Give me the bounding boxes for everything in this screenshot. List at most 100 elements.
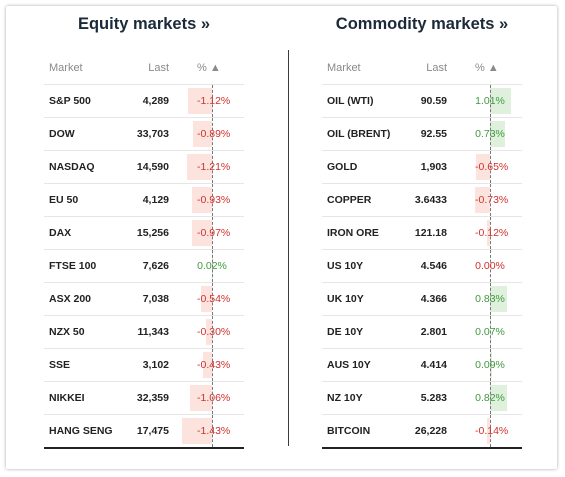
percent-change-cell: -0.14% [452, 415, 522, 447]
market-name: GOLD [327, 161, 358, 173]
equity-table-body: S&P 500 4,289 -1.12% DOW 33,703 -0.89% NASDAQ 1… [44, 85, 244, 449]
zero-line [490, 349, 491, 381]
table-row[interactable]: US 10Y 4.546 0.00% [322, 250, 522, 283]
zero-line [490, 283, 491, 315]
commodity-markets-title-link[interactable]: Commodity markets » [335, 15, 509, 33]
percent-change-cell: -0.89% [174, 118, 244, 150]
market-name: DAX [49, 227, 72, 239]
zero-line [212, 349, 213, 381]
percent-change-cell: -0.54% [174, 283, 244, 315]
market-name: ASX 200 [49, 293, 92, 305]
market-name: DE 10Y [327, 326, 364, 338]
percent-change-cell: -0.73% [452, 184, 522, 216]
column-header-market: Market [49, 62, 83, 74]
equity-table-header: Market Last % ▲ [44, 52, 244, 85]
last-price: 7,626 [142, 260, 169, 272]
last-price: 4,289 [142, 95, 169, 107]
last-price: 121.18 [414, 227, 447, 239]
zero-line [490, 85, 491, 117]
market-name: HANG SENG [49, 425, 113, 437]
market-name: EU 50 [49, 194, 79, 206]
percent-change-cell: 0.00% [452, 250, 522, 282]
percent-change-cell: -0.65% [452, 151, 522, 183]
zero-line [490, 415, 491, 447]
last-price: 5.283 [420, 392, 447, 404]
table-row[interactable]: UK 10Y 4.366 0.83% [322, 283, 522, 316]
table-row[interactable]: NIKKEI 32,359 -1.06% [44, 382, 244, 415]
table-row[interactable]: FTSE 100 7,626 0.02% [44, 250, 244, 283]
percent-change-cell: -0.12% [452, 217, 522, 249]
table-row[interactable]: NZX 50 11,343 -0.30% [44, 316, 244, 349]
change-bar [205, 319, 212, 345]
change-bar [200, 286, 212, 312]
market-name: AUS 10Y [327, 359, 371, 371]
table-row[interactable]: DOW 33,703 -0.89% [44, 118, 244, 151]
zero-line [490, 382, 491, 414]
percent-change-value: -0.73% [475, 194, 509, 206]
market-name: DOW [49, 128, 75, 140]
last-price: 26,228 [414, 425, 447, 437]
change-bar [487, 220, 490, 246]
zero-line [490, 184, 491, 216]
last-price: 14,590 [136, 161, 169, 173]
table-row[interactable]: DE 10Y 2.801 0.07% [322, 316, 522, 349]
market-name: BITCOIN [327, 425, 371, 437]
markets-card: Equity markets » Market Last % ▲ S&P 500… [6, 6, 557, 469]
table-row[interactable]: BITCOIN 26,228 -0.14% [322, 415, 522, 449]
market-name: UK 10Y [327, 293, 364, 305]
percent-change-cell: -1.06% [174, 382, 244, 414]
zero-line [212, 85, 213, 117]
percent-change-value: 0.73% [475, 128, 505, 140]
table-row[interactable]: DAX 15,256 -0.97% [44, 217, 244, 250]
column-header-percent-sort[interactable]: % ▲ [197, 62, 221, 74]
table-row[interactable]: SSE 3,102 -0.43% [44, 349, 244, 382]
table-row[interactable]: EU 50 4,129 -0.93% [44, 184, 244, 217]
market-name: COPPER [327, 194, 372, 206]
table-row[interactable]: OIL (BRENT) 92.55 0.73% [322, 118, 522, 151]
percent-change-cell: -0.97% [174, 217, 244, 249]
change-bar [191, 220, 212, 246]
change-bar [189, 385, 212, 411]
percent-change-cell: 0.73% [452, 118, 522, 150]
market-name: OIL (BRENT) [327, 128, 391, 140]
market-name: NIKKEI [49, 392, 85, 404]
column-header-percent-sort[interactable]: % ▲ [475, 62, 499, 74]
table-row[interactable]: HANG SENG 17,475 -1.43% [44, 415, 244, 449]
market-name: FTSE 100 [49, 260, 97, 272]
zero-line [490, 151, 491, 183]
zero-line [212, 415, 213, 447]
last-price: 11,343 [137, 326, 169, 338]
table-row[interactable]: ASX 200 7,038 -0.54% [44, 283, 244, 316]
last-price: 4.414 [420, 359, 447, 371]
percent-change-value: -0.12% [475, 227, 509, 239]
table-row[interactable]: GOLD 1,903 -0.65% [322, 151, 522, 184]
percent-change-value: -0.89% [197, 128, 231, 140]
percent-change-value: -0.65% [475, 161, 509, 173]
table-row[interactable]: AUS 10Y 4.414 0.09% [322, 349, 522, 382]
table-row[interactable]: NASDAQ 14,590 -1.21% [44, 151, 244, 184]
change-bar [193, 121, 212, 147]
table-row[interactable]: IRON ORE 121.18 -0.12% [322, 217, 522, 250]
last-price: 3.6433 [414, 194, 447, 206]
table-row[interactable]: S&P 500 4,289 -1.12% [44, 85, 244, 118]
panel-divider [288, 50, 289, 446]
commodity-table-body: OIL (WTI) 90.59 1.01% OIL (BRENT) 92.55 0.73%… [322, 85, 522, 449]
last-price: 90.59 [420, 95, 447, 107]
last-price: 92.55 [420, 128, 447, 140]
zero-line [212, 316, 213, 348]
last-price: 17,475 [136, 425, 169, 437]
zero-line [212, 151, 213, 183]
percent-change-value: 0.00% [475, 260, 505, 272]
table-row[interactable]: OIL (WTI) 90.59 1.01% [322, 85, 522, 118]
last-price: 2.801 [420, 326, 447, 338]
market-name: SSE [49, 359, 71, 371]
equity-markets-title-link[interactable]: Equity markets » [77, 15, 211, 33]
table-row[interactable]: NZ 10Y 5.283 0.82% [322, 382, 522, 415]
zero-line [212, 283, 213, 315]
last-price: 33,703 [136, 128, 169, 140]
table-row[interactable]: COPPER 3.6433 -0.73% [322, 184, 522, 217]
percent-change-cell: 0.09% [452, 349, 522, 381]
percent-change-cell: -1.43% [174, 415, 244, 447]
zero-line [490, 316, 491, 348]
market-name: S&P 500 [49, 95, 91, 107]
